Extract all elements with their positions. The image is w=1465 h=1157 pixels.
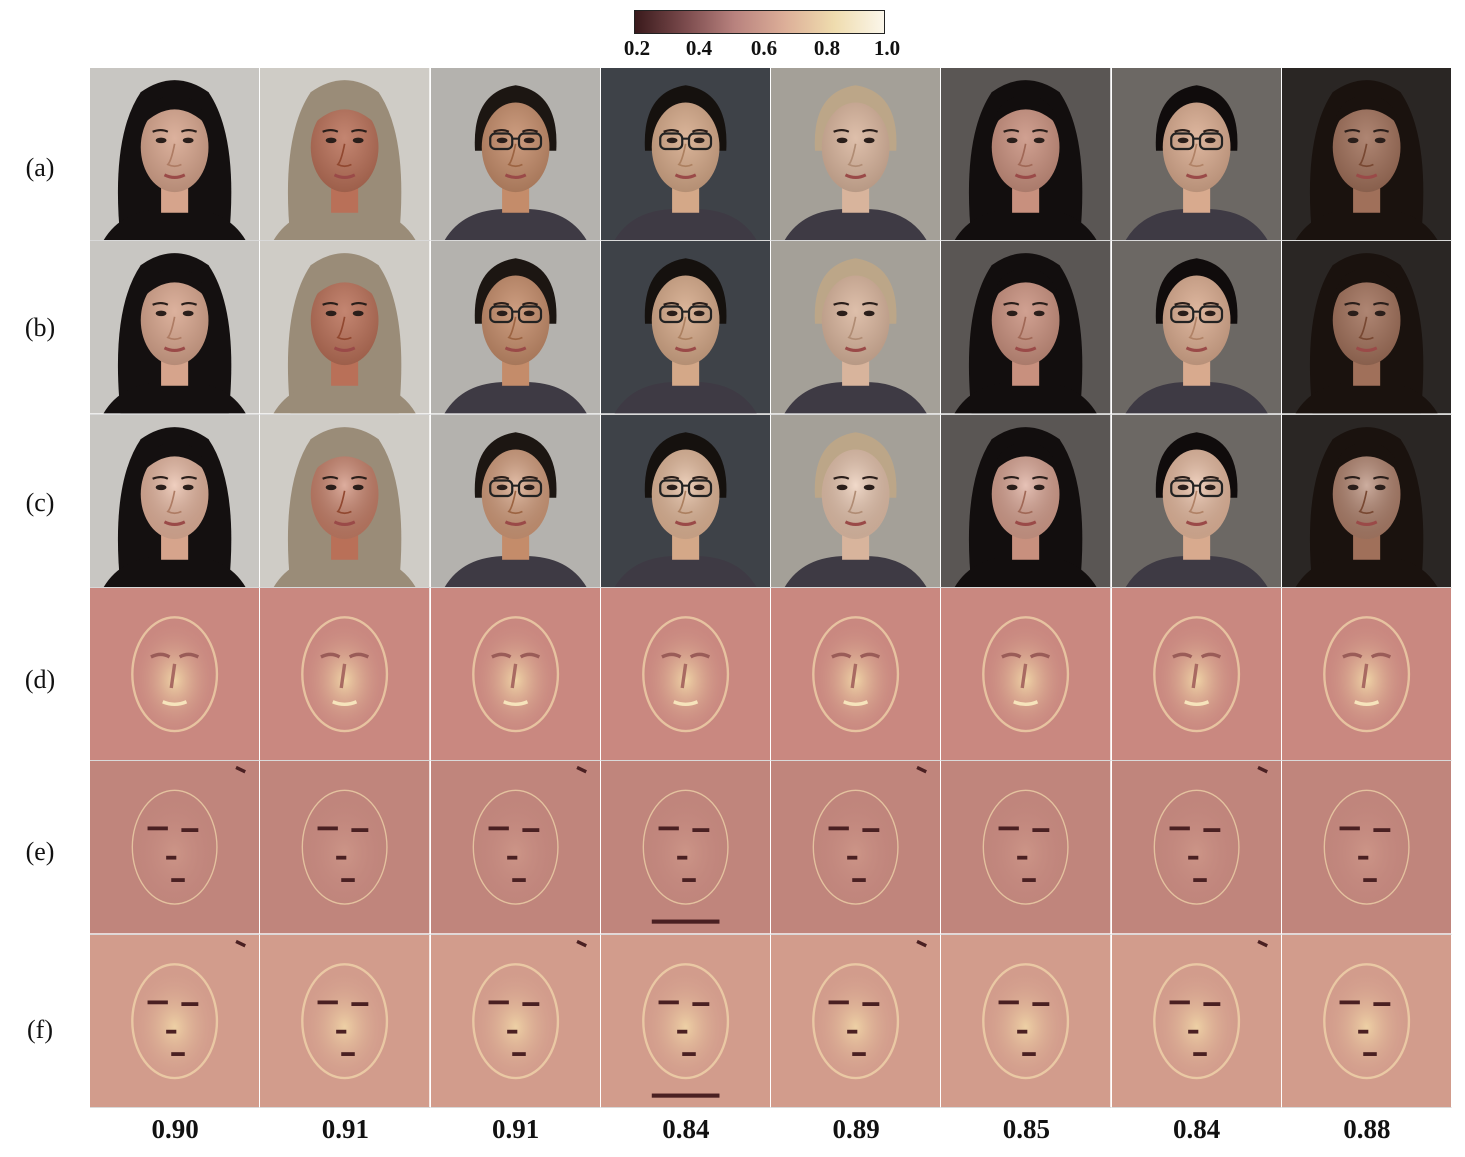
heatmap-image: [1111, 761, 1282, 935]
column-score: 0.89: [832, 1114, 880, 1144]
face-image: [771, 414, 942, 588]
face-image: [600, 68, 771, 242]
column-score: 0.85: [1002, 1114, 1050, 1144]
row-label: (c): [25, 488, 55, 517]
face-image: [771, 241, 942, 415]
heatmap-image: [1111, 587, 1282, 762]
column-score: 0.88: [1343, 1114, 1391, 1144]
heatmap-image: [771, 934, 942, 1108]
heatmap-image: [941, 761, 1112, 935]
heatmap-image: [90, 587, 261, 762]
figure-grid: [90, 68, 1452, 1108]
face-image: [430, 414, 601, 588]
colorbar-tick-label: 0.6: [750, 36, 778, 60]
colorbar-tick-label: 1.0: [873, 36, 901, 60]
face-image: [1111, 68, 1282, 242]
heatmap-image: [600, 761, 771, 935]
face-image: [941, 68, 1112, 242]
heatmap-image: [1281, 761, 1452, 935]
face-image: [1281, 241, 1452, 415]
column-score: 0.91: [492, 1114, 540, 1144]
heatmap-image: [1111, 934, 1282, 1108]
colorbar: [634, 10, 885, 34]
heatmap-image: [600, 934, 771, 1108]
row-label: (b): [24, 313, 56, 342]
face-image: [600, 414, 771, 588]
heatmap-image: [941, 587, 1112, 762]
heatmap-image: [771, 761, 942, 935]
face-image: [941, 241, 1112, 415]
column-score: 0.91: [321, 1114, 369, 1144]
heatmap-image: [90, 934, 261, 1108]
heatmap-image: [771, 587, 942, 762]
face-image: [1281, 68, 1452, 242]
face-image: [90, 241, 261, 415]
row-label: (a): [25, 153, 55, 182]
heatmap-image: [90, 761, 261, 935]
face-image: [90, 414, 261, 588]
column-score: 0.90: [151, 1114, 199, 1144]
colorbar-tick-labels: 0.2 0.4 0.6 0.8 1.0: [624, 36, 900, 62]
colorbar-tick-label: 0.4: [685, 36, 713, 60]
row-label: (f): [27, 1015, 53, 1044]
colorbar-tick-label: 0.2: [623, 36, 651, 60]
row-label: (e): [25, 837, 55, 866]
heatmap-image: [941, 934, 1112, 1108]
heatmap-image: [260, 587, 431, 762]
column-score: 0.84: [1173, 1114, 1221, 1144]
face-image: [1111, 241, 1282, 415]
face-image: [600, 241, 771, 415]
face-image: [90, 68, 261, 242]
face-image: [260, 241, 431, 415]
face-image: [941, 414, 1112, 588]
face-image: [771, 68, 942, 242]
heatmap-image: [260, 934, 431, 1108]
row-label: (d): [24, 665, 56, 694]
face-image: [430, 68, 601, 242]
heatmap-image: [430, 761, 601, 935]
heatmap-image: [1281, 934, 1452, 1108]
heatmap-image: [260, 761, 431, 935]
face-image: [430, 241, 601, 415]
face-image: [1111, 414, 1282, 588]
heatmap-image: [600, 587, 771, 762]
heatmap-image: [1281, 587, 1452, 762]
heatmap-image: [430, 934, 601, 1108]
heatmap-image: [430, 587, 601, 762]
column-score: 0.84: [662, 1114, 710, 1144]
face-image: [1281, 414, 1452, 588]
face-image: [260, 414, 431, 588]
colorbar-tick-label: 0.8: [813, 36, 841, 60]
face-image: [260, 68, 431, 242]
